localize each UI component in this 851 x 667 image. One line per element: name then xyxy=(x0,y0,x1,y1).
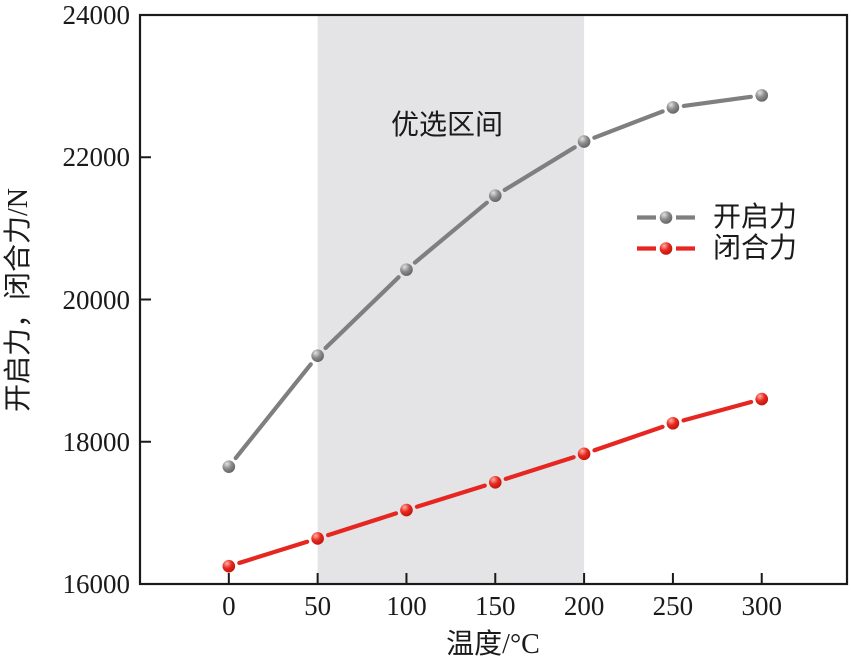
data-point-marker xyxy=(666,101,680,114)
y-tick-label: 24000 xyxy=(62,0,131,30)
legend-item-opening-force: 开启力 xyxy=(636,202,797,233)
y-tick-label: 22000 xyxy=(62,142,131,173)
x-tick-label: 150 xyxy=(475,591,516,621)
data-point-marker xyxy=(577,135,591,148)
series-line-segment xyxy=(592,424,665,453)
series-line-segment xyxy=(326,511,399,538)
series-line-segment xyxy=(502,145,577,193)
series-line-segment xyxy=(412,200,489,265)
y-tick-label: 20000 xyxy=(62,284,131,315)
data-point-marker xyxy=(577,447,591,461)
legend-item-closing-force: 闭合力 xyxy=(636,233,797,264)
legend-label-opening-force: 开启力 xyxy=(713,202,798,233)
x-tick-label: 0 xyxy=(222,591,236,621)
data-point-marker xyxy=(666,416,680,430)
data-point-marker xyxy=(311,349,324,362)
x-tick-label: 100 xyxy=(386,591,427,621)
series-line-segment xyxy=(414,483,487,509)
data-point-marker xyxy=(311,532,324,545)
shaded-preferred-region xyxy=(317,16,585,583)
data-point-marker xyxy=(755,392,769,406)
preferred-range-annotation: 优选区间 xyxy=(390,110,504,141)
legend-sample-marker xyxy=(659,242,673,255)
y-axis-label: 开启力，闭合力/N xyxy=(3,187,34,413)
series-line-segment xyxy=(681,94,753,109)
plot-frame xyxy=(138,13,849,586)
data-point-marker xyxy=(488,189,502,202)
series-line-segment xyxy=(592,109,665,140)
series-line-segment xyxy=(237,539,310,566)
series-line-segment xyxy=(503,455,576,482)
x-tick-label: 250 xyxy=(652,591,694,621)
x-axis-label: 温度/°C xyxy=(446,629,540,660)
data-point-marker xyxy=(400,263,413,276)
x-tick-label: 300 xyxy=(741,591,782,621)
legend-sample-marker xyxy=(659,211,673,224)
series-line-segment xyxy=(681,399,754,423)
data-point-marker xyxy=(488,475,502,489)
opening-force-line-sample-icon xyxy=(637,211,695,224)
closing-force-line-sample-icon xyxy=(637,242,695,255)
y-tick-label: 18000 xyxy=(62,426,131,457)
x-tick-label: 200 xyxy=(563,591,605,621)
x-tick-label: 50 xyxy=(304,591,332,621)
data-point-marker xyxy=(400,503,413,517)
legend-label-closing-force: 闭合力 xyxy=(713,233,798,264)
y-tick-label: 16000 xyxy=(62,569,131,599)
legend: 开启力 闭合力 xyxy=(636,202,797,264)
series-line-segment xyxy=(323,275,401,351)
series-line-segment xyxy=(233,362,313,461)
data-point-marker xyxy=(755,89,769,102)
data-point-marker xyxy=(222,559,236,573)
data-point-marker xyxy=(222,460,236,473)
